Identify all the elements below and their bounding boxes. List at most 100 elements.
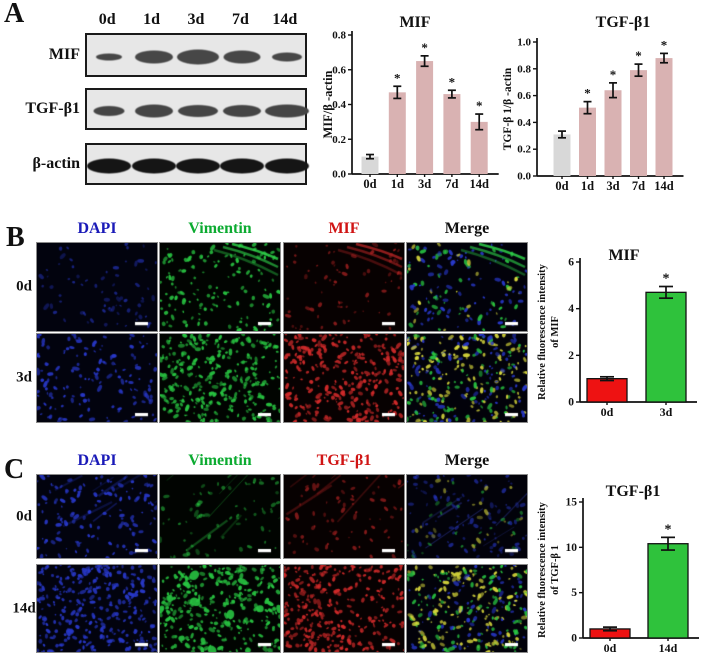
bar-0d xyxy=(553,134,571,176)
micrograph-B-3d-mif xyxy=(283,333,405,423)
channel-header-merge: Merge xyxy=(444,220,490,237)
blot-band xyxy=(134,50,173,64)
x-category-label: 1d xyxy=(391,177,404,191)
bar-14d xyxy=(647,543,689,639)
significance-asterisk: * xyxy=(421,40,428,55)
x-category-label: 14d xyxy=(659,641,678,655)
channel-header-merge: Merge xyxy=(444,452,490,469)
timepoint-label: 3d xyxy=(16,369,32,386)
micrograph-B-0d-mif xyxy=(283,242,405,332)
blot-band xyxy=(220,158,265,174)
blot-row-label: β-actin xyxy=(32,155,80,172)
y-tick-label: 5 xyxy=(571,587,577,599)
bar-14d xyxy=(470,121,488,174)
bar-3d xyxy=(604,90,622,176)
significance-asterisk: * xyxy=(610,67,617,82)
y-tick-label: 2 xyxy=(568,350,574,362)
blot-lane-box xyxy=(85,143,309,185)
y-tick-label: 4 xyxy=(568,303,574,315)
x-category-label: 7d xyxy=(445,177,458,191)
micrograph-canvas xyxy=(160,565,280,652)
x-category-label: 14d xyxy=(469,177,489,191)
y-tick-label: 0 xyxy=(568,397,574,409)
micrograph-B-0d-vimentin xyxy=(159,242,281,332)
chart-title: MIF xyxy=(608,247,639,264)
micrograph-B-3d-dapi xyxy=(36,333,158,423)
blot-band xyxy=(223,50,261,64)
blot-lane-header: 14d xyxy=(272,11,298,28)
blot-band xyxy=(176,158,220,174)
blot-band xyxy=(178,105,218,117)
blot-band xyxy=(177,49,219,65)
blot-lane-header: 3d xyxy=(187,11,205,28)
bar-0d xyxy=(361,156,379,174)
chart-title: TGF-β1 xyxy=(606,483,661,500)
blot-lane-box xyxy=(85,88,309,130)
micrograph-canvas xyxy=(407,475,527,558)
significance-asterisk: * xyxy=(661,37,668,52)
x-category-label: 0d xyxy=(601,405,614,419)
y-axis-label: Relative fluorescence intensity xyxy=(537,263,548,399)
micrograph-canvas xyxy=(160,334,280,422)
x-category-label: 1d xyxy=(581,179,594,193)
micrograph-C-0d-dapi xyxy=(36,474,158,559)
y-tick-label: 0.8 xyxy=(517,63,531,75)
y-axis-label: MIF/β -actin xyxy=(321,70,335,138)
significance-asterisk: * xyxy=(476,98,483,113)
y-tick-label: 15 xyxy=(566,497,578,509)
significance-asterisk: * xyxy=(394,70,401,85)
micrograph-canvas xyxy=(407,243,527,331)
panel-b-label: B xyxy=(6,222,25,253)
blot-band xyxy=(131,158,176,174)
channel-header-dapi: DAPI xyxy=(77,452,117,469)
y-tick-label: 0.2 xyxy=(332,134,346,146)
channel-header-mif: MIF xyxy=(328,220,360,237)
x-category-label: 3d xyxy=(606,179,619,193)
micrograph-C-14d-merge xyxy=(406,564,528,653)
bar-7d xyxy=(443,94,461,174)
y-tick-label: 0.4 xyxy=(517,117,531,129)
significance-asterisk: * xyxy=(449,74,456,89)
micrograph-B-0d-merge xyxy=(406,242,528,332)
significance-asterisk: * xyxy=(584,86,591,101)
blot-lane-header: 0d xyxy=(98,11,116,28)
x-category-label: 3d xyxy=(418,177,431,191)
micrograph-canvas xyxy=(407,334,527,422)
micrograph-canvas xyxy=(284,243,404,331)
y-tick-label: 0.6 xyxy=(332,64,346,76)
micrograph-canvas xyxy=(284,565,404,652)
significance-asterisk: * xyxy=(635,48,642,63)
bar-14d xyxy=(655,58,673,176)
channel-header-vimentin: Vimentin xyxy=(188,220,252,237)
blot-band xyxy=(87,158,132,174)
blot-row-label: MIF xyxy=(48,46,80,63)
x-category-label: 0d xyxy=(555,179,568,193)
x-category-label: 14d xyxy=(654,179,674,193)
micrograph-canvas xyxy=(160,243,280,331)
bar-0d xyxy=(586,378,628,403)
micrograph-canvas xyxy=(37,475,157,558)
y-axis-label: of MIF xyxy=(550,316,561,348)
micrograph-canvas xyxy=(284,475,404,558)
panel-a-label: A xyxy=(4,0,25,29)
blot-lane-header: 7d xyxy=(231,11,249,28)
x-category-label: 0d xyxy=(604,641,617,655)
blot-band xyxy=(134,104,173,118)
y-tick-label: 6 xyxy=(568,257,574,269)
y-tick-label: 0.2 xyxy=(517,144,531,156)
bar-3d xyxy=(645,291,687,403)
blot-band xyxy=(264,158,309,174)
significance-asterisk: * xyxy=(663,272,670,287)
blot-row-label: TGF-β1 xyxy=(25,100,80,117)
bar-chart-wb-mif: MIF MIF/β -actin 0.0 0.2 0.4 0.6 0.8 0d * 1d * 3d * 7… xyxy=(321,14,499,191)
y-axis-label: Relative fluorescence intensity xyxy=(537,501,548,637)
micrograph-C-14d-vimentin xyxy=(159,564,281,653)
x-category-label: 0d xyxy=(363,177,376,191)
timepoint-label: 0d xyxy=(16,278,32,295)
micrograph-canvas xyxy=(160,475,280,558)
micrograph-B-3d-vimentin xyxy=(159,333,281,423)
micrograph-canvas xyxy=(284,334,404,422)
y-tick-label: 1.0 xyxy=(517,37,531,49)
blot-band xyxy=(96,53,123,61)
